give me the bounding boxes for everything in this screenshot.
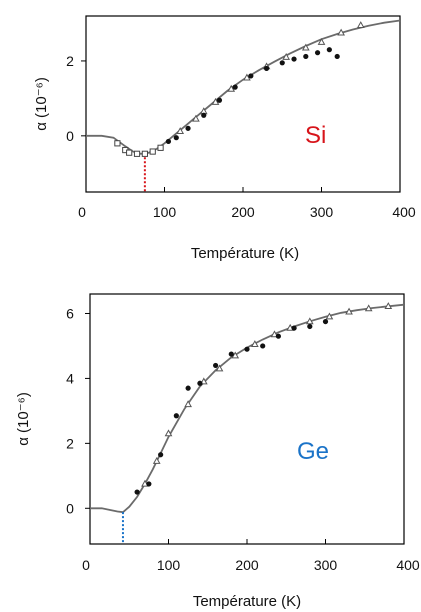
x-tick-label: 400 — [396, 557, 420, 573]
data-point-triangle — [317, 37, 326, 45]
data-point-dot — [334, 53, 340, 60]
data-point-dot — [197, 380, 203, 386]
data-point-dot — [173, 135, 179, 141]
y-axis-label: α (10⁻⁶) — [33, 77, 50, 131]
data-point-triangle — [364, 304, 373, 312]
data-point-dot — [228, 351, 234, 357]
data-point-square — [126, 149, 133, 156]
data-point-dot — [291, 56, 297, 62]
data-point-dot — [232, 84, 238, 90]
data-point-triangle — [215, 364, 224, 372]
material-label-si: Si — [305, 122, 326, 149]
data-point-dot — [279, 60, 285, 66]
data-point-square — [114, 140, 121, 147]
data-point-triangle — [192, 114, 200, 122]
data-point-dot — [260, 343, 266, 349]
y-ticks: 6 4 2 0 — [66, 305, 90, 516]
x-tick-label: 200 — [231, 204, 255, 220]
data-point-dot — [216, 97, 223, 103]
fit-curve-layer — [90, 303, 405, 514]
data-point-dot — [291, 325, 297, 331]
data-point-triangle — [384, 302, 393, 310]
y-tick-label: 2 — [66, 53, 74, 69]
data-point-triangle — [227, 84, 236, 92]
x-tick-label: 0 — [78, 204, 86, 220]
data-point-dot — [263, 65, 270, 72]
data-point-square — [141, 150, 148, 157]
data-point-dot — [303, 53, 309, 60]
data-point-triangle — [176, 127, 185, 135]
y-tick-label: 0 — [66, 500, 74, 516]
data-point-triangle — [231, 351, 240, 359]
data-point-triangle — [301, 43, 310, 51]
plot-frame — [85, 15, 401, 193]
data-point-dot — [134, 489, 140, 495]
data-point-triangle — [184, 400, 192, 408]
y-tick-label: 2 — [66, 435, 74, 451]
data-point-triangle — [356, 21, 365, 29]
data-point-triangle — [345, 307, 353, 315]
x-tick-label: 100 — [153, 204, 177, 220]
x-ticks: 0 100 200 300 400 — [78, 187, 416, 220]
data-points-layer — [134, 302, 393, 495]
data-point-dot — [275, 333, 281, 339]
x-ticks: 0 100 200 300 400 — [82, 539, 420, 573]
y-axis-label: α (10⁻⁶) — [15, 392, 32, 446]
fit-curve — [86, 19, 401, 155]
x-tick-label: 300 — [314, 557, 338, 573]
y-tick-label: 0 — [66, 128, 74, 144]
data-point-triangle — [251, 340, 259, 348]
data-point-dot — [307, 323, 313, 330]
data-point-triangle — [243, 73, 251, 81]
x-axis-label: Température (K) — [193, 593, 301, 610]
x-tick-label: 300 — [310, 204, 334, 220]
data-point-dot — [165, 138, 172, 145]
data-point-dot — [185, 125, 191, 131]
data-point-dot — [244, 346, 250, 352]
data-point-triangle — [164, 429, 173, 437]
data-point-triangle — [305, 317, 314, 325]
x-axis-label: Température (K) — [191, 245, 299, 262]
data-point-square — [133, 150, 141, 157]
data-point-dot — [158, 452, 164, 458]
x-tick-label: 200 — [235, 557, 259, 573]
data-point-triangle — [282, 52, 291, 60]
x-tick-label: 400 — [392, 204, 416, 220]
data-point-dot — [146, 481, 152, 487]
plot-frame — [89, 293, 405, 545]
data-point-dot — [201, 112, 207, 118]
fit-curve-layer — [86, 19, 401, 155]
data-points-layer — [114, 21, 365, 157]
data-point-dot — [185, 385, 191, 391]
data-point-triangle — [337, 28, 345, 36]
data-point-dot — [314, 50, 321, 56]
data-point-dot — [326, 47, 332, 53]
data-point-triangle — [152, 456, 161, 464]
data-point-dot — [322, 318, 329, 325]
chart-panel-si: 0 100 200 300 400 20 Si Température (K) α (1… — [33, 15, 416, 262]
x-tick-label: 0 — [82, 557, 90, 573]
y-tick-label: 6 — [66, 305, 74, 321]
data-point-dot — [213, 362, 219, 369]
fit-curve — [90, 303, 405, 514]
data-point-dot — [173, 413, 179, 419]
material-label-ge: Ge — [297, 438, 329, 465]
data-point-triangle — [325, 312, 334, 320]
chart-panel-ge: 0 100 200 300 400 6 4 2 0 Ge Température (K) α … — [15, 293, 420, 610]
y-tick-label: 4 — [66, 370, 74, 386]
data-point-dot — [248, 73, 254, 79]
y-ticks: 20 — [66, 53, 86, 144]
data-point-triangle — [211, 97, 220, 105]
x-tick-label: 100 — [157, 557, 181, 573]
data-point-square — [157, 144, 164, 151]
data-point-square — [149, 148, 156, 155]
